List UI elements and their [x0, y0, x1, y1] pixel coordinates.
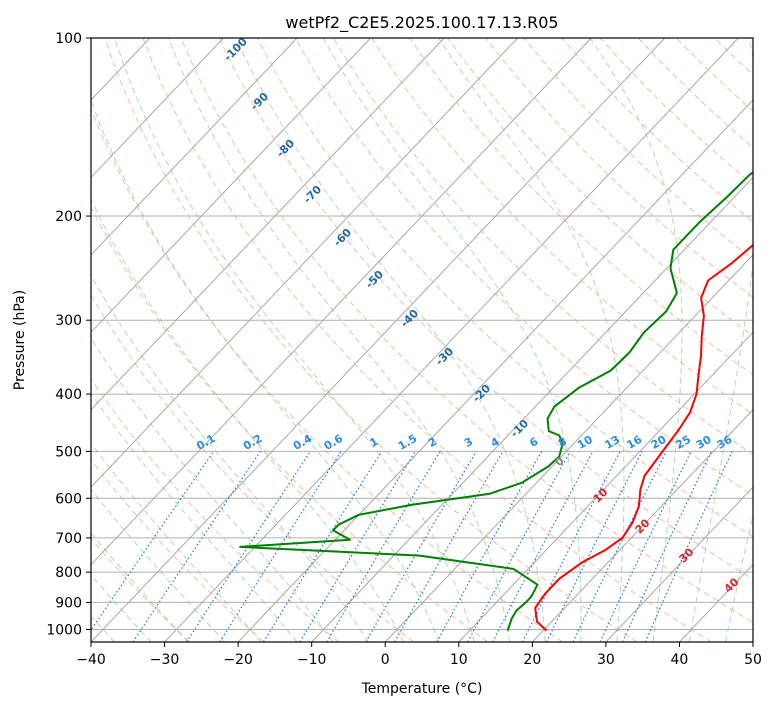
y-tick-label: 600: [55, 491, 82, 507]
x-tick-label: 20: [523, 652, 541, 668]
x-tick-label: 50: [744, 652, 762, 668]
x-tick-label: −20: [223, 652, 253, 668]
x-tick-label: −10: [297, 652, 327, 668]
chart-title: wetPf2_C2E5.2025.100.17.13.R05: [285, 13, 558, 33]
x-tick-label: 10: [450, 652, 468, 668]
y-tick-label: 900: [55, 595, 82, 611]
x-tick-label: −40: [76, 652, 106, 668]
y-tick-label: 700: [55, 531, 82, 547]
x-tick-label: −30: [150, 652, 180, 668]
y-tick-label: 500: [55, 444, 82, 460]
x-tick-label: 30: [597, 652, 615, 668]
x-tick-label: 40: [671, 652, 689, 668]
y-tick-label: 200: [55, 209, 82, 225]
y-tick-label: 800: [55, 565, 82, 581]
x-tick-label: 0: [381, 652, 390, 668]
y-tick-label: 100: [55, 31, 82, 47]
y-tick-label: 1000: [46, 622, 82, 638]
x-axis-label: Temperature (°C): [361, 681, 483, 697]
y-tick-label: 400: [55, 387, 82, 403]
y-axis-label: Pressure (hPa): [12, 290, 28, 390]
y-tick-label: 300: [55, 313, 82, 329]
